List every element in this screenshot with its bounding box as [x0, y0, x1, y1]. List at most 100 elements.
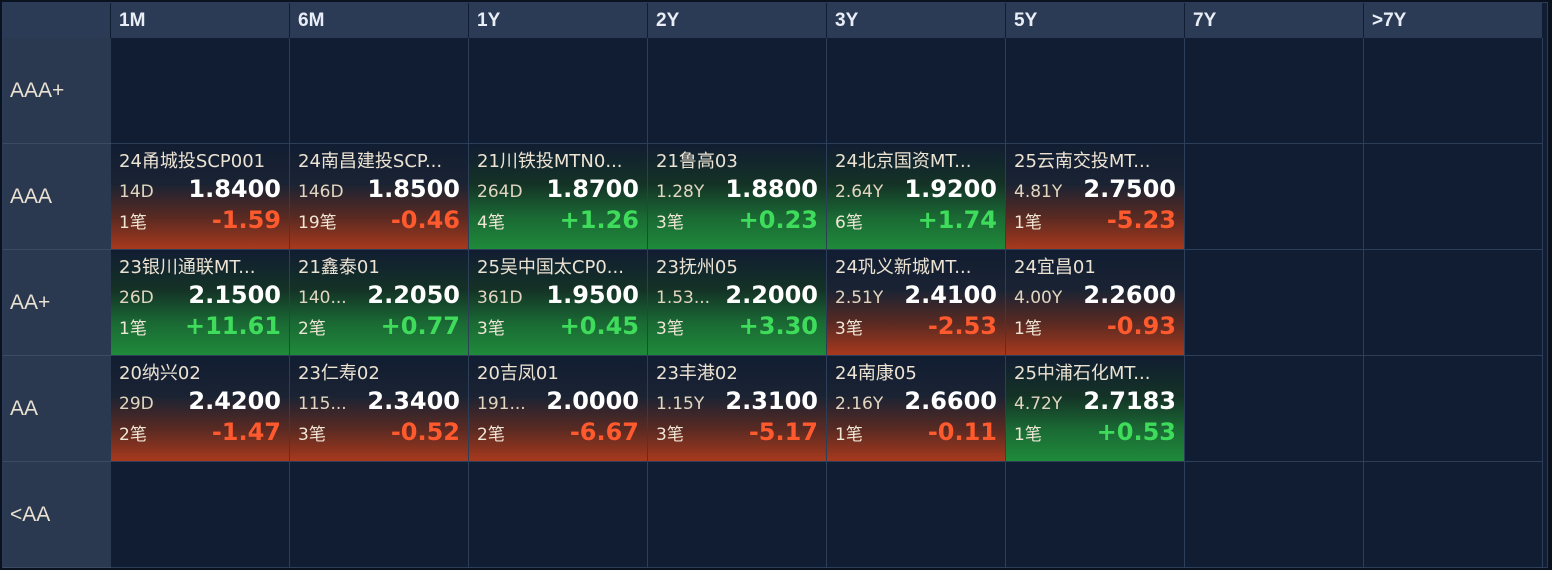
grid-cell — [1364, 38, 1543, 144]
column-header-6[interactable]: 7Y — [1185, 3, 1364, 38]
bond-card[interactable]: 24南康05 2.16Y 2.6600 1笔 -0.11 — [827, 356, 1005, 461]
grid-cell — [1364, 356, 1543, 462]
trade-count: 19笔 — [298, 213, 337, 233]
grid-cell — [1185, 38, 1364, 144]
trade-count: 4笔 — [477, 213, 505, 233]
row-label-1[interactable]: AAA — [3, 144, 111, 250]
row-label-2[interactable]: AA+ — [3, 250, 111, 356]
bond-term: 146D — [298, 182, 344, 202]
bond-card[interactable]: 24甬城投SCP001 14D 1.8400 1笔 -1.59 — [111, 144, 289, 249]
bond-cell: 25云南交投MT... 4.81Y 2.7500 1笔 -5.23 — [1006, 144, 1185, 250]
row-label-3[interactable]: AA — [3, 356, 111, 462]
bond-card[interactable]: 24北京国资MT... 2.64Y 1.9200 6笔 +1.74 — [827, 144, 1005, 249]
bond-cell: 23仁寿02 115... 2.3400 3笔 -0.52 — [290, 356, 469, 462]
bond-name: 24甬城投SCP001 — [119, 151, 266, 172]
bond-yield: 1.9500 — [546, 281, 639, 309]
bond-row-change: 3笔 -5.17 — [656, 417, 818, 448]
bond-term: 1.53... — [656, 288, 711, 308]
bond-card[interactable]: 21鲁高03 1.28Y 1.8800 3笔 +0.23 — [648, 144, 826, 249]
trade-count: 1笔 — [1014, 319, 1042, 339]
bond-yield: 1.8400 — [188, 175, 281, 203]
bond-card[interactable]: 23银川通联MT... 26D 2.1500 1笔 +11.61 — [111, 250, 289, 355]
bond-row-change: 2笔 -6.67 — [477, 417, 639, 448]
bond-row-change: 6笔 +1.74 — [835, 205, 997, 236]
grid-cell — [469, 38, 648, 144]
row-label-0[interactable]: AAA+ — [3, 38, 111, 144]
bond-term: 191... — [477, 394, 526, 414]
column-header-7[interactable]: >7Y — [1364, 3, 1543, 38]
trade-count: 2笔 — [477, 425, 505, 445]
grid-cell — [1364, 462, 1543, 568]
grid-cell — [648, 462, 827, 568]
bond-term: 4.72Y — [1014, 394, 1063, 414]
bond-yield: 2.2600 — [1083, 281, 1176, 309]
row-label-4[interactable]: <AA — [3, 462, 111, 568]
bond-card[interactable]: 20纳兴02 29D 2.4200 2笔 -1.47 — [111, 356, 289, 461]
bond-cell: 21川铁投MTN0... 264D 1.8700 4笔 +1.26 — [469, 144, 648, 250]
bond-name: 21鲁高03 — [656, 151, 738, 172]
bond-cell: 21鑫泰01 140... 2.2050 2笔 +0.77 — [290, 250, 469, 356]
bond-term: 1.28Y — [656, 182, 705, 202]
bond-card[interactable]: 25吴中国太CP0... 361D 1.9500 3笔 +0.45 — [469, 250, 647, 355]
bond-card[interactable]: 25云南交投MT... 4.81Y 2.7500 1笔 -5.23 — [1006, 144, 1184, 249]
bond-card[interactable]: 23仁寿02 115... 2.3400 3笔 -0.52 — [290, 356, 468, 461]
trade-count: 2笔 — [119, 425, 147, 445]
grid-cell — [1185, 144, 1364, 250]
bond-yield: 2.1500 — [188, 281, 281, 309]
bond-card[interactable]: 24南昌建投SCP... 146D 1.8500 19笔 -0.46 — [290, 144, 468, 249]
bond-row-yield: 140... 2.2050 — [298, 280, 460, 311]
bond-row-change: 3笔 -2.53 — [835, 311, 997, 342]
bond-yield: 2.4200 — [188, 387, 281, 415]
grid-cell — [827, 462, 1006, 568]
grid-cell — [1364, 250, 1543, 356]
bond-card[interactable]: 23抚州05 1.53... 2.2000 3笔 +3.30 — [648, 250, 826, 355]
bond-card[interactable]: 23丰港02 1.15Y 2.3100 3笔 -5.17 — [648, 356, 826, 461]
column-header-2[interactable]: 1Y — [469, 3, 648, 38]
bond-cell: 20吉凤01 191... 2.0000 2笔 -6.67 — [469, 356, 648, 462]
bond-cell: 24南康05 2.16Y 2.6600 1笔 -0.11 — [827, 356, 1006, 462]
bond-row-change: 4笔 +1.26 — [477, 205, 639, 236]
bond-card[interactable]: 21川铁投MTN0... 264D 1.8700 4笔 +1.26 — [469, 144, 647, 249]
yield-change: -1.59 — [211, 206, 281, 234]
bond-row-change: 1笔 -1.59 — [119, 205, 281, 236]
trade-count: 1笔 — [119, 213, 147, 233]
column-header-1[interactable]: 6M — [290, 3, 469, 38]
bond-card[interactable]: 21鑫泰01 140... 2.2050 2笔 +0.77 — [290, 250, 468, 355]
column-header-0[interactable]: 1M — [111, 3, 290, 38]
bond-row-change: 3笔 +0.45 — [477, 311, 639, 342]
bond-card[interactable]: 20吉凤01 191... 2.0000 2笔 -6.67 — [469, 356, 647, 461]
yield-change: -0.52 — [390, 418, 460, 446]
bond-name: 25云南交投MT... — [1014, 151, 1151, 172]
bond-name: 24南昌建投SCP... — [298, 151, 443, 172]
yield-change: -0.11 — [927, 418, 997, 446]
bond-row-change: 1笔 -5.23 — [1014, 205, 1176, 236]
bond-card[interactable]: 24巩义新城MT... 2.51Y 2.4100 3笔 -2.53 — [827, 250, 1005, 355]
bond-row-yield: 146D 1.8500 — [298, 174, 460, 205]
grid-cell — [290, 462, 469, 568]
bond-card[interactable]: 24宜昌01 4.00Y 2.2600 1笔 -0.93 — [1006, 250, 1184, 355]
column-header-3[interactable]: 2Y — [648, 3, 827, 38]
bond-row-change: 3笔 +3.30 — [656, 311, 818, 342]
bond-term: 264D — [477, 182, 523, 202]
grid-cell — [111, 462, 290, 568]
trade-count: 3笔 — [835, 319, 863, 339]
header-corner — [3, 3, 111, 38]
bond-row-yield: 191... 2.0000 — [477, 386, 639, 417]
bond-row-change: 1笔 +11.61 — [119, 311, 281, 342]
bond-yield: 1.8700 — [546, 175, 639, 203]
bond-yield: 1.8800 — [725, 175, 818, 203]
column-header-4[interactable]: 3Y — [827, 3, 1006, 38]
bond-cell: 25吴中国太CP0... 361D 1.9500 3笔 +0.45 — [469, 250, 648, 356]
bond-name: 23银川通联MT... — [119, 257, 256, 278]
bond-name: 23抚州05 — [656, 257, 738, 278]
bond-name: 21川铁投MTN0... — [477, 151, 623, 172]
grid-cell — [827, 38, 1006, 144]
bond-row-yield: 2.64Y 1.9200 — [835, 174, 997, 205]
yield-change: +11.61 — [184, 312, 281, 340]
trade-count: 3笔 — [477, 319, 505, 339]
bond-cell: 24宜昌01 4.00Y 2.2600 1笔 -0.93 — [1006, 250, 1185, 356]
bond-card[interactable]: 25中浦石化MT... 4.72Y 2.7183 1笔 +0.53 — [1006, 356, 1184, 461]
column-header-5[interactable]: 5Y — [1006, 3, 1185, 38]
bond-cell: 20纳兴02 29D 2.4200 2笔 -1.47 — [111, 356, 290, 462]
bond-yield: 2.0000 — [546, 387, 639, 415]
